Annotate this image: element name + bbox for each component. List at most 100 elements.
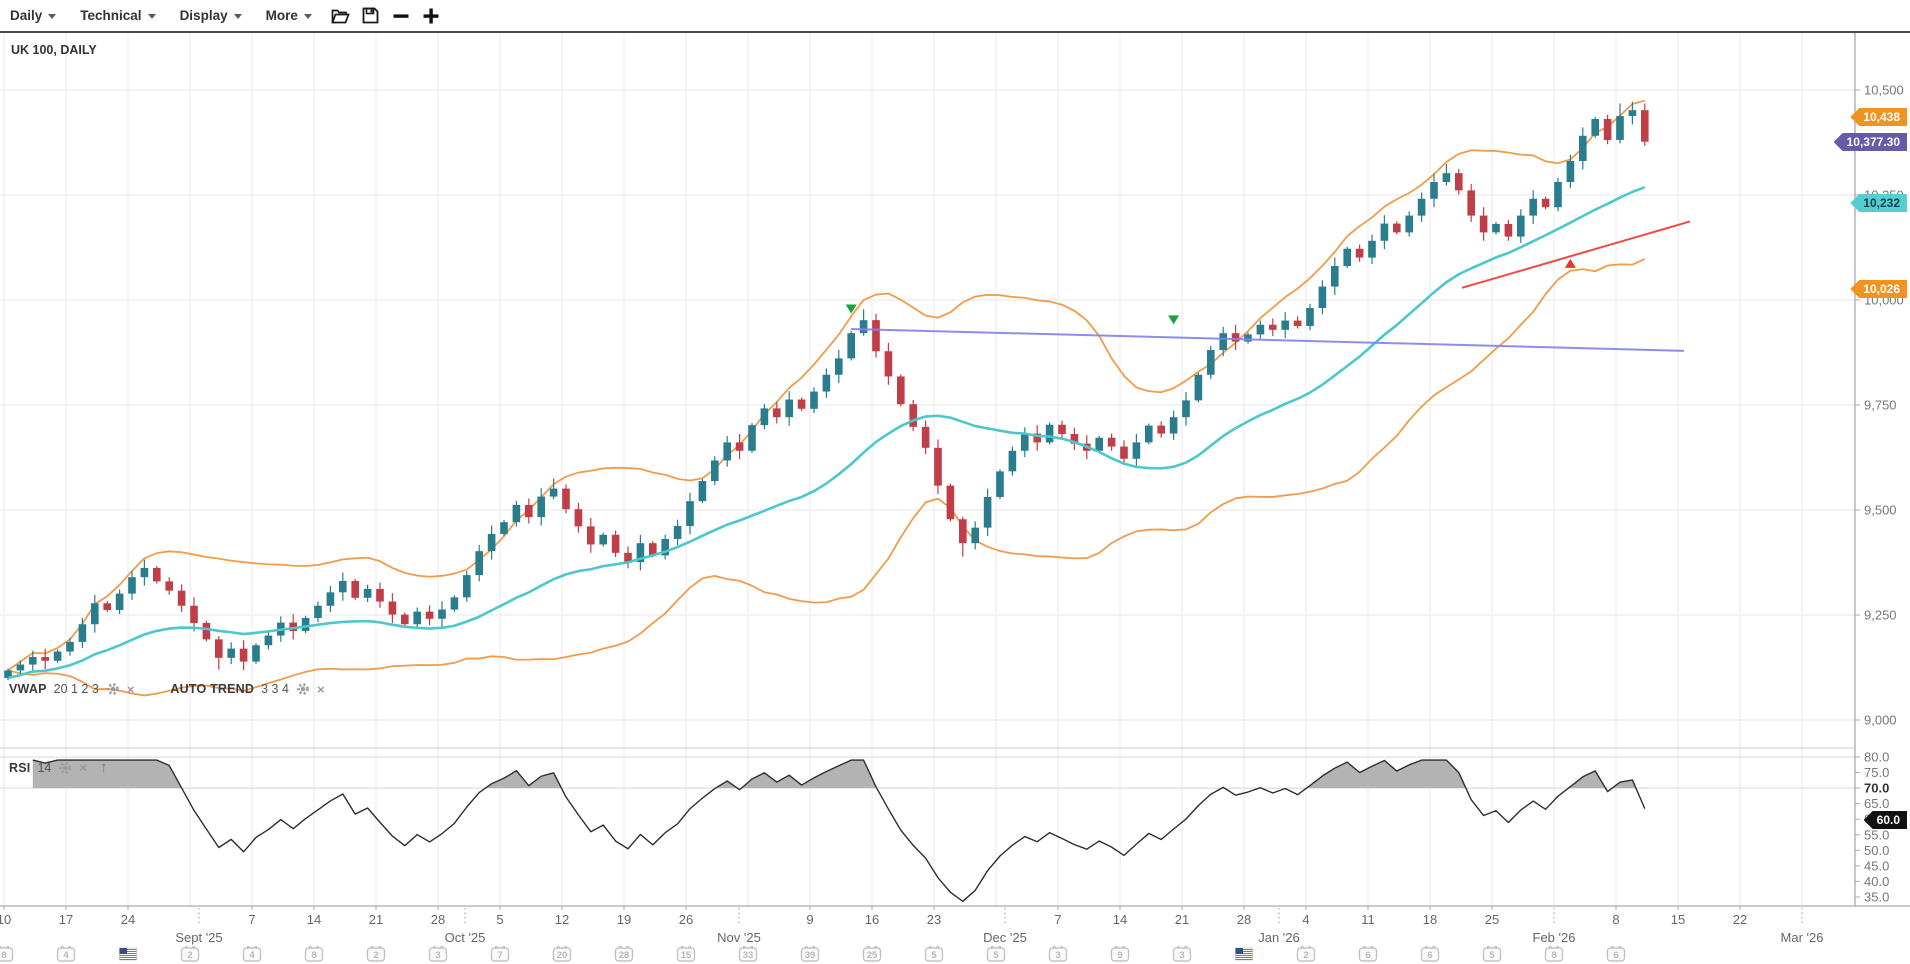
svg-text:50.0: 50.0 [1864,843,1889,858]
rsi-settings-gear-icon[interactable] [58,761,72,775]
vwap-tag: 10,232 [1850,194,1907,212]
rsi-move-up-icon[interactable]: ↑ [99,759,108,776]
economic-events-calendar-icon[interactable]: 28 [614,946,634,962]
economic-events-calendar-icon[interactable]: 20 [552,946,572,962]
economic-events-calendar-icon[interactable]: 8 [0,946,14,962]
svg-text:4: 4 [63,950,69,961]
svg-text:45.0: 45.0 [1864,858,1889,873]
svg-text:18: 18 [1423,912,1437,927]
sell-signal-marker [1168,315,1180,325]
svg-text:11: 11 [1361,912,1375,927]
menu-more-label: More [265,8,298,23]
svg-text:23: 23 [927,912,941,927]
economic-events-calendar-icon[interactable]: 8 [1544,946,1564,962]
svg-text:9,250: 9,250 [1864,608,1897,623]
economic-events-calendar-icon[interactable]: 9 [1110,946,1130,962]
rsi-label: RSI [9,760,31,775]
economic-events-calendar-icon[interactable]: 6 [1606,946,1626,962]
svg-text:10,500: 10,500 [1864,83,1904,98]
economic-events-calendar-icon[interactable]: 6 [1358,946,1378,962]
svg-text:3: 3 [1055,950,1060,961]
economic-events-calendar-icon[interactable]: 4 [56,946,76,962]
economic-events-calendar-icon[interactable]: 3 [1172,946,1192,962]
zoom-in-button[interactable] [416,0,446,31]
svg-text:7: 7 [248,912,255,927]
economic-events-calendar-icon[interactable]: 2 [366,946,386,962]
svg-text:2: 2 [1303,950,1308,961]
svg-text:7: 7 [1054,912,1061,927]
svg-text:5: 5 [1489,950,1495,961]
svg-text:12: 12 [555,912,569,927]
svg-text:16: 16 [865,912,879,927]
chevron-down-icon [147,14,156,19]
autotrend-settings-gear-icon[interactable] [296,682,310,696]
autotrend-remove-icon[interactable]: × [316,681,325,697]
svg-text:Feb '26: Feb '26 [1533,930,1576,945]
economic-events-calendar-icon[interactable]: 2 [180,946,200,962]
svg-text:55.0: 55.0 [1864,827,1889,842]
svg-text:5: 5 [993,950,999,961]
zoom-out-button[interactable] [386,0,416,31]
economic-events-calendar-icon[interactable]: 6 [1420,946,1440,962]
open-folder-icon[interactable] [326,0,356,31]
economic-events-calendar-icon[interactable]: 4 [242,946,262,962]
svg-text:14: 14 [1113,912,1127,927]
economic-events-calendar-icon[interactable]: 5 [924,946,944,962]
svg-text:Dec '25: Dec '25 [983,930,1027,945]
economic-events-calendar-icon[interactable]: 25 [862,946,882,962]
svg-text:21: 21 [1175,912,1189,927]
sell-signal-marker [845,304,857,314]
vwap-settings-gear-icon[interactable] [106,682,120,696]
menu-more[interactable]: More [256,0,326,31]
economic-events-calendar-icon[interactable]: 8 [304,946,324,962]
bollinger-upper-band [7,99,1646,672]
save-icon[interactable] [356,0,386,31]
svg-text:28: 28 [619,950,630,961]
time-axis-labels: 10 17 24 7 14 21 28 5 12 19 26 9 16 23 7 14 21 28 4 11 18 25 8… [0,906,1823,945]
menu-display[interactable]: Display [170,0,256,31]
rsi-line [32,759,1646,903]
economic-events-calendar-icon[interactable]: 2 [1296,946,1316,962]
svg-text:70.0: 70.0 [1864,781,1889,796]
svg-text:9,000: 9,000 [1864,713,1897,728]
economic-events-calendar-icon[interactable]: 3 [1048,946,1068,962]
economic-events-calendar-icon[interactable]: 5 [1482,946,1502,962]
svg-text:Nov '25: Nov '25 [717,930,761,945]
svg-text:4: 4 [249,950,255,961]
economic-events-calendar-icon[interactable]: 33 [738,946,758,962]
chart-toolbar: Daily Technical Display More [0,0,1910,33]
buy-signal-marker [1564,258,1576,268]
us-flag-event-icon[interactable] [1235,947,1253,961]
chart-symbol-title: UK 100, DAILY [11,43,97,57]
svg-text:22: 22 [1733,912,1747,927]
vwap-remove-icon[interactable]: × [126,681,135,697]
rsi-value-tag: 60.0 [1863,811,1907,829]
main-pane-indicator-labels: VWAP 20 1 2 3 × AUTO TREND 3 3 4 × [9,682,325,696]
resistance-trendline[interactable] [850,327,1685,352]
svg-text:9,500: 9,500 [1864,503,1897,518]
economic-events-calendar-icon[interactable]: 39 [800,946,820,962]
bollinger-lower-band [7,258,1646,697]
autotrend-params: 3 3 4 [261,682,289,696]
svg-text:75.0: 75.0 [1864,765,1889,780]
economic-events-calendar-icon[interactable]: 7 [490,946,510,962]
us-flag-event-icon[interactable] [119,947,137,961]
svg-text:65.0: 65.0 [1864,796,1889,811]
svg-text:10: 10 [0,912,11,927]
economic-events-calendar-icon[interactable]: 5 [986,946,1006,962]
vwap-label: VWAP [9,682,47,696]
economic-events-calendar-icon[interactable]: 15 [676,946,696,962]
svg-text:5: 5 [496,912,503,927]
svg-text:80.0: 80.0 [1864,750,1889,765]
gridlines [0,33,1855,906]
menu-technical[interactable]: Technical [70,0,169,31]
economic-events-calendar-icon[interactable]: 3 [428,946,448,962]
svg-text:40.0: 40.0 [1864,874,1889,889]
menu-daily[interactable]: Daily [0,0,70,31]
rsi-axis-labels: 80.075.070.065.060.055.050.045.040.035.0 [1855,750,1889,904]
last-price-tag: 10,377.30 [1833,133,1907,151]
support-trendline[interactable] [1461,220,1691,289]
rsi-remove-icon[interactable]: × [79,760,87,775]
